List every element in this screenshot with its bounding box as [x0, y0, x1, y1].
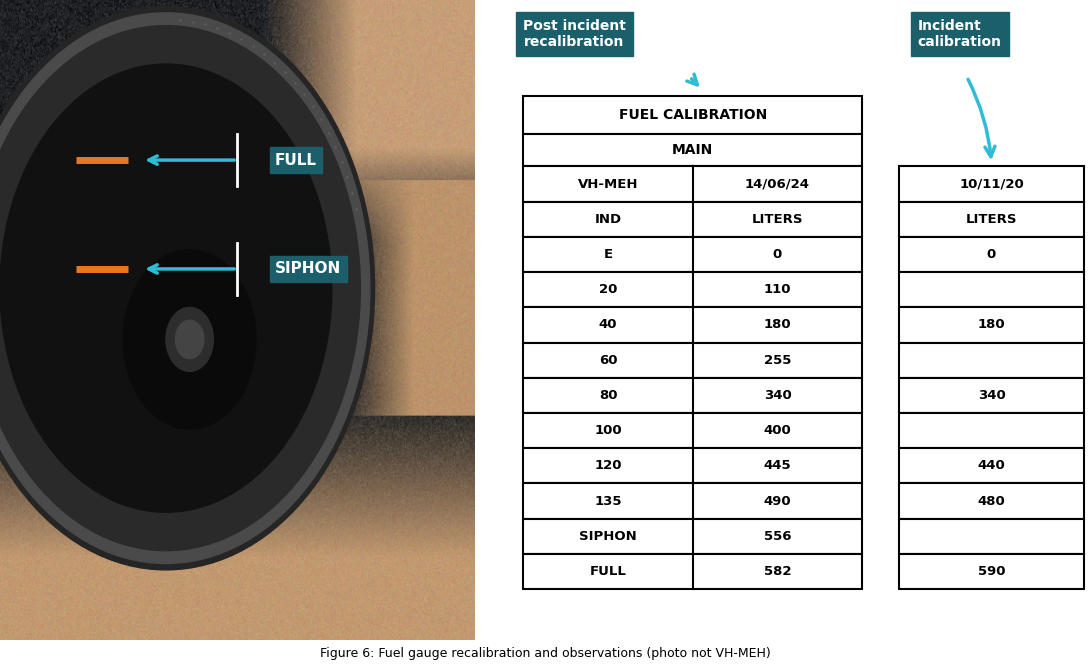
- Text: 582: 582: [764, 565, 791, 578]
- Bar: [899, 237, 1083, 272]
- Bar: [899, 167, 1083, 201]
- Text: 110: 110: [764, 283, 791, 296]
- Circle shape: [0, 25, 361, 551]
- Bar: [523, 413, 862, 448]
- Text: LITERS: LITERS: [752, 213, 803, 226]
- Bar: [899, 307, 1083, 343]
- Bar: [899, 201, 1083, 237]
- Text: MAIN: MAIN: [673, 143, 713, 157]
- Text: 445: 445: [764, 460, 791, 472]
- Bar: [899, 378, 1083, 413]
- Bar: [899, 554, 1083, 589]
- Bar: [523, 307, 862, 343]
- Text: FULL: FULL: [590, 565, 627, 578]
- Circle shape: [0, 7, 375, 570]
- Text: IND: IND: [594, 213, 621, 226]
- Circle shape: [175, 320, 204, 359]
- Bar: [523, 272, 862, 307]
- Bar: [523, 167, 862, 201]
- Text: 340: 340: [764, 389, 791, 402]
- Bar: [523, 519, 862, 554]
- Text: 0: 0: [773, 248, 783, 261]
- Bar: [523, 201, 862, 237]
- Bar: [523, 96, 862, 135]
- Text: Figure 6: Fuel gauge recalibration and observations (photo not VH-MEH): Figure 6: Fuel gauge recalibration and o…: [319, 648, 771, 660]
- Text: 340: 340: [978, 389, 1005, 402]
- Text: 14/06/24: 14/06/24: [744, 177, 810, 191]
- Text: E: E: [604, 248, 613, 261]
- Text: LITERS: LITERS: [966, 213, 1017, 226]
- Text: 135: 135: [594, 494, 622, 508]
- Text: Post incident
recalibration: Post incident recalibration: [523, 19, 627, 49]
- Bar: [899, 484, 1083, 519]
- Text: 255: 255: [764, 354, 791, 367]
- Text: Incident
calibration: Incident calibration: [918, 19, 1002, 49]
- Text: 20: 20: [598, 283, 617, 296]
- Text: SIPHON: SIPHON: [579, 530, 637, 543]
- Text: SIPHON: SIPHON: [275, 261, 341, 276]
- Bar: [899, 448, 1083, 484]
- Text: VH-MEH: VH-MEH: [578, 177, 639, 191]
- Text: 10/11/20: 10/11/20: [959, 177, 1024, 191]
- Text: 180: 180: [764, 318, 791, 331]
- Bar: [523, 237, 862, 272]
- Circle shape: [166, 307, 214, 372]
- Text: 180: 180: [978, 318, 1005, 331]
- Bar: [899, 272, 1083, 307]
- Text: 100: 100: [594, 424, 622, 437]
- Text: 490: 490: [764, 494, 791, 508]
- Text: 0: 0: [986, 248, 996, 261]
- Text: 60: 60: [598, 354, 617, 367]
- Text: 440: 440: [978, 460, 1005, 472]
- Bar: [523, 554, 862, 589]
- Text: 590: 590: [978, 565, 1005, 578]
- Bar: [523, 343, 862, 378]
- Bar: [899, 519, 1083, 554]
- Text: FULL: FULL: [275, 153, 317, 167]
- Text: 40: 40: [598, 318, 617, 331]
- Text: FUEL CALIBRATION: FUEL CALIBRATION: [619, 108, 767, 122]
- Text: 120: 120: [594, 460, 622, 472]
- Bar: [523, 484, 862, 519]
- Bar: [899, 343, 1083, 378]
- Text: 556: 556: [764, 530, 791, 543]
- Circle shape: [0, 64, 331, 512]
- Text: 480: 480: [978, 494, 1005, 508]
- Bar: [523, 135, 862, 167]
- Bar: [523, 448, 862, 484]
- Circle shape: [123, 249, 256, 429]
- Bar: [523, 378, 862, 413]
- Circle shape: [0, 13, 370, 564]
- Bar: [899, 413, 1083, 448]
- Text: 80: 80: [598, 389, 617, 402]
- Text: 400: 400: [764, 424, 791, 437]
